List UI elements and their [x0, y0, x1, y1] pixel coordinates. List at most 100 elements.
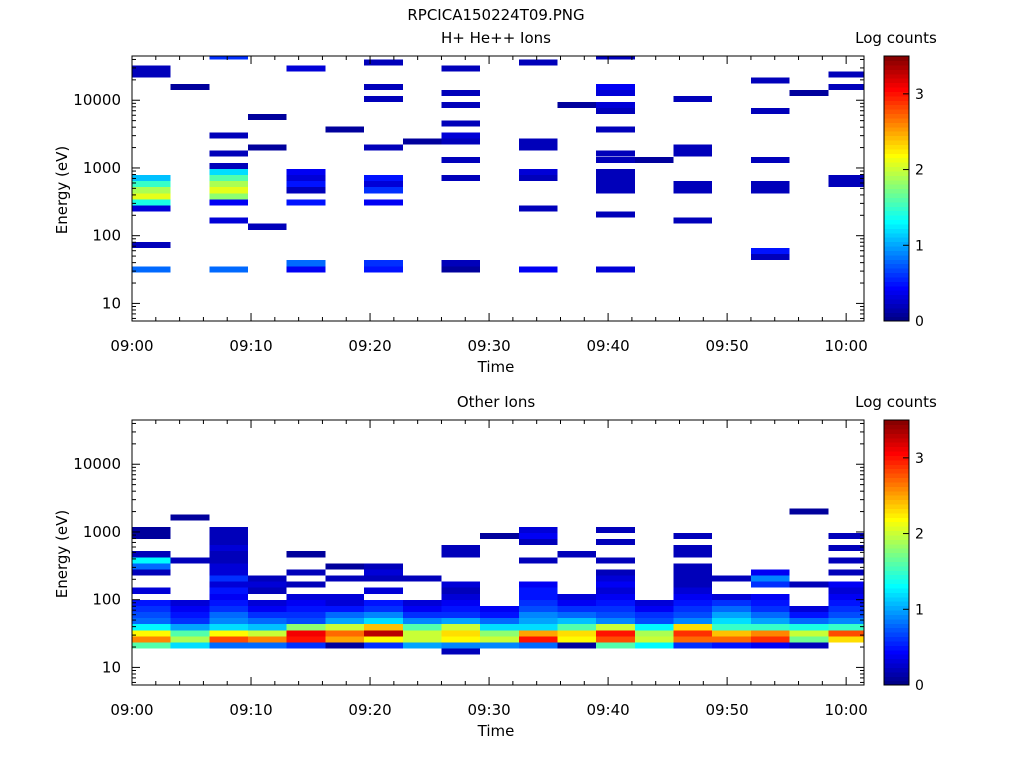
heatmap-cell [673, 217, 713, 224]
heatmap-cell [828, 175, 864, 182]
y-tick-label: 100 [92, 591, 121, 609]
heatmap-cell [209, 193, 249, 200]
colorbar-swatch [884, 237, 909, 243]
heatmap-cell [480, 618, 519, 625]
heatmap-cell [789, 630, 829, 637]
heatmap-cell [518, 618, 558, 625]
heatmap-cell [402, 642, 442, 649]
colorbar-swatch [884, 450, 909, 456]
heatmap-cell [673, 532, 713, 539]
plot-axes: 09:00 09:10 09:20 09:30 09:40 09:50 10:00 10 100… [73, 55, 868, 355]
heatmap-cell [170, 605, 210, 612]
heatmap-cell [248, 624, 287, 631]
colorbar-swatch [884, 86, 909, 92]
x-tick-label: 09:30 [467, 337, 510, 355]
heatmap-cell [248, 144, 287, 151]
colorbar-swatch [884, 640, 909, 646]
heatmap-cell [828, 612, 864, 619]
heatmap-cell [325, 563, 365, 570]
heatmap-cell [750, 77, 790, 84]
colorbar-swatch [884, 206, 909, 212]
heatmap-cell [634, 612, 674, 619]
heatmap-cell [557, 605, 597, 612]
colorbar-swatch [884, 548, 909, 554]
heatmap-cell [209, 526, 249, 533]
heatmap-cell [286, 605, 326, 612]
heatmap-cell [557, 612, 597, 619]
panel-other-ions: Other Ions Log counts Energy (eV) Time 0… [53, 393, 937, 740]
heatmap-cell [364, 642, 403, 649]
heatmap-cell [480, 624, 519, 631]
heatmap-cell [673, 581, 713, 588]
y-tick-label: 100 [92, 227, 121, 245]
heatmap-cell [132, 175, 171, 182]
heatmap-cell [441, 599, 481, 606]
heatmap-cell [673, 551, 713, 558]
colorbar-swatch [884, 473, 909, 479]
heatmap-cell [325, 575, 365, 582]
heatmap-cell [441, 642, 481, 649]
colorbar-swatch [884, 654, 909, 660]
heatmap-cell [286, 593, 326, 600]
colorbar-swatch [884, 574, 909, 580]
heatmap-cell [325, 636, 365, 643]
colorbar-swatch [884, 113, 909, 119]
colorbar-swatch [884, 303, 909, 309]
heatmap-cell [518, 642, 558, 649]
heatmap-cell [325, 599, 365, 606]
heatmap-cell [441, 266, 481, 273]
heatmap-cell [828, 599, 864, 606]
heatmap-cell [441, 612, 481, 619]
heatmap-cell [634, 642, 674, 649]
colorbar-swatch [884, 464, 909, 470]
colorbar-swatch [884, 632, 909, 638]
x-tick-label: 09:20 [348, 337, 391, 355]
heatmap-cell [596, 168, 635, 175]
heatmap-cell [441, 175, 481, 182]
heatmap-cell [286, 199, 326, 206]
heatmap-cell [673, 618, 713, 625]
colorbar-tick-label: 1 [915, 602, 924, 618]
colorbar-swatch [884, 131, 909, 137]
colorbar-swatch [884, 184, 909, 190]
heatmap-cell [286, 175, 326, 182]
heatmap-cell [518, 526, 558, 533]
heatmap-cell [480, 605, 519, 612]
heatmap-cell [518, 175, 558, 182]
heatmap-cell [828, 569, 864, 576]
heatmap-cell [789, 642, 829, 649]
heatmap-cell [132, 187, 171, 194]
colorbar-swatch [884, 517, 909, 523]
y-tick-label: 1000 [83, 159, 121, 177]
x-tick-label: 10:00 [825, 337, 868, 355]
heatmap-cell [132, 636, 171, 643]
colorbar-swatch [884, 455, 909, 461]
colorbar-swatch [884, 307, 909, 313]
colorbar-swatch [884, 263, 909, 269]
heatmap-cell [364, 612, 403, 619]
heatmap-cell [325, 618, 365, 625]
heatmap-cell [248, 581, 287, 588]
colorbar-swatch [884, 104, 909, 110]
colorbar-swatch [884, 508, 909, 514]
x-tick-label: 09:30 [467, 701, 510, 719]
heatmap-cell [364, 83, 403, 90]
colorbar-swatch [884, 658, 909, 664]
heatmap-cell [132, 551, 171, 558]
colorbar-swatch [884, 122, 909, 128]
heatmap-cell [364, 95, 403, 102]
heatmap-cell [364, 199, 403, 206]
heatmap-cell [132, 199, 171, 206]
colorbar-swatch [884, 148, 909, 154]
heatmap-cells [132, 508, 864, 655]
heatmap-cell [132, 71, 171, 78]
colorbar-swatch [884, 254, 909, 260]
y-tick-label: 10000 [73, 91, 121, 109]
heatmap-cell [712, 618, 751, 625]
heatmap-cell [325, 612, 365, 619]
heatmap-cell [286, 612, 326, 619]
heatmap-cell [170, 514, 210, 521]
colorbar-frame [883, 419, 910, 686]
heatmap-cell [441, 587, 481, 594]
colorbar-swatch [884, 512, 909, 518]
